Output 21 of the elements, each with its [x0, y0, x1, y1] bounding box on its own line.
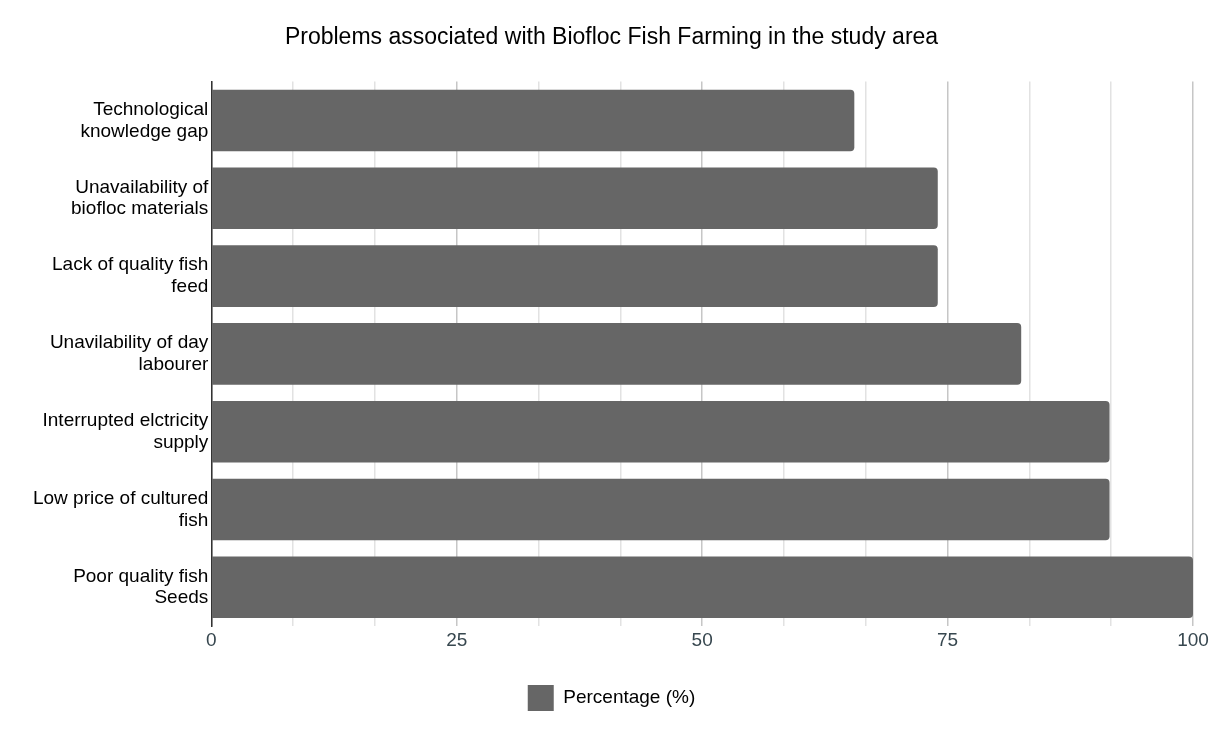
x-tick-label: 0 — [206, 628, 217, 650]
bar — [212, 245, 938, 307]
bar — [212, 400, 1110, 463]
y-tick-label: Technological knowledge gap — [80, 97, 209, 141]
bar — [212, 89, 855, 152]
chart-title: Problems associated with Biofloc Fish Farming in the study area — [284, 23, 939, 50]
legend-label: Percentage (%) — [563, 686, 696, 708]
bar — [212, 556, 1193, 619]
bar — [212, 478, 1110, 541]
x-tick-label: 50 — [691, 628, 713, 650]
bar — [212, 167, 938, 230]
y-tick-label: Lack of quality fish feed — [52, 253, 209, 297]
bar — [212, 323, 1022, 385]
x-tick-label: 75 — [937, 628, 959, 650]
y-tick-label: Unavailability of biofloc materials — [71, 175, 210, 219]
y-tick-label: Low price of cultured fish — [32, 486, 209, 530]
y-tick-label: Unavilability of day labourer — [49, 331, 209, 375]
x-tick-label: 25 — [446, 628, 468, 650]
y-tick-label: Interrupted elctricity supply — [42, 409, 209, 452]
y-tick-label: Poor quality fish Seeds — [73, 564, 209, 608]
x-tick-label: 100 — [1177, 628, 1209, 650]
